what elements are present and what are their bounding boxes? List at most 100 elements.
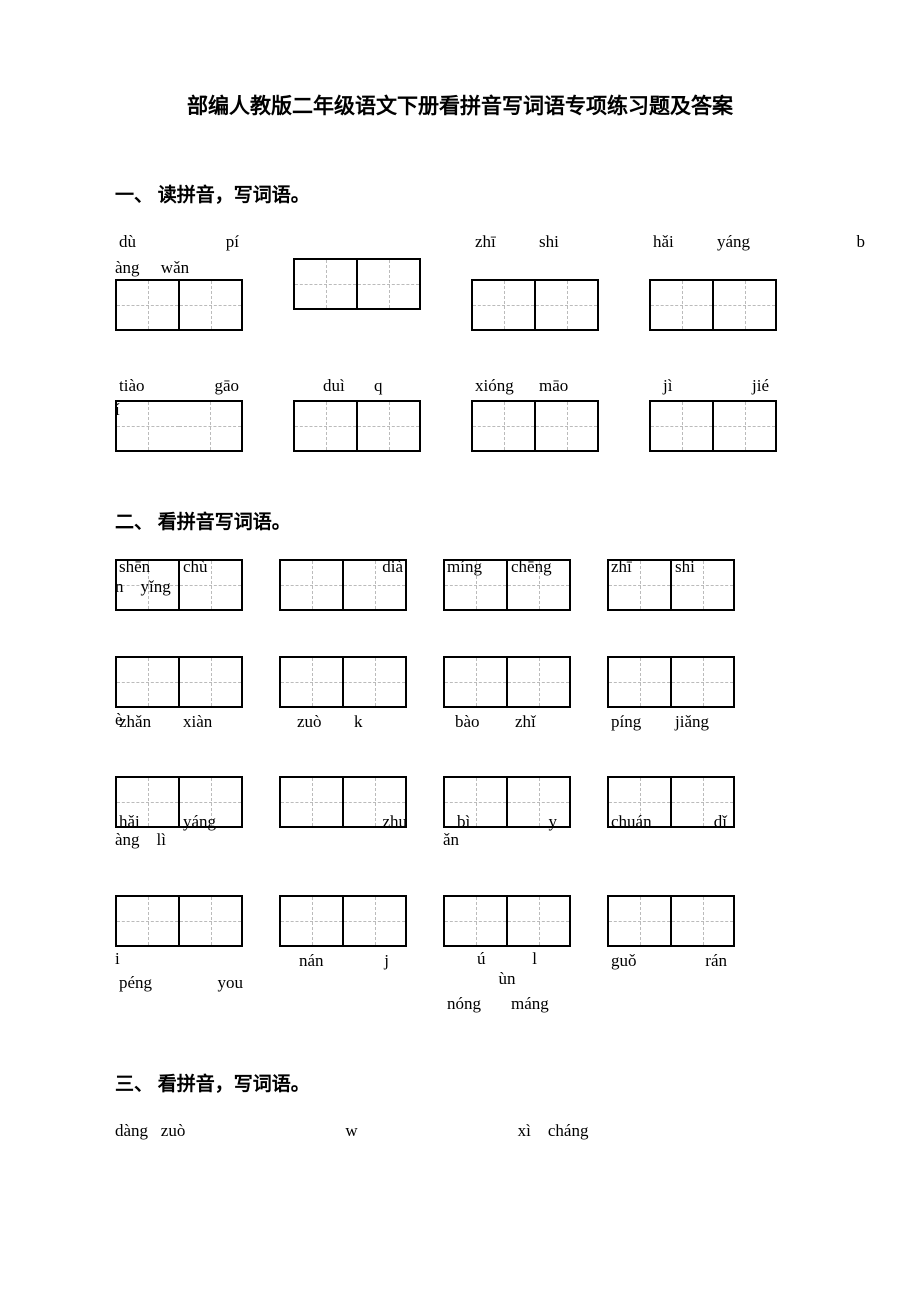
writing-grid bbox=[115, 895, 243, 947]
pinyin-item: zhǎn xiàn è bbox=[115, 656, 243, 730]
pinyin-item: shēn chù n yǐng bbox=[115, 559, 243, 611]
section-2-header: 二、 看拼音写词语。 bbox=[115, 507, 805, 534]
pinyin-item: guǒ rán bbox=[607, 895, 735, 1014]
pinyin-syllable: jié bbox=[714, 376, 777, 396]
pinyin-item: dù pí àng wǎn bbox=[115, 232, 243, 331]
pinyin-syllable: k bbox=[350, 712, 407, 732]
pinyin-syllable: hǎi bbox=[115, 812, 179, 832]
section2-row4: péng you i nán j nóng máng ú bbox=[115, 895, 805, 1014]
grid-cell bbox=[714, 402, 775, 450]
writing-grid bbox=[279, 895, 407, 947]
pinyin-item: zhī shi bbox=[607, 559, 735, 611]
pinyin-item: chuán dǐ bbox=[607, 776, 735, 850]
pinyin-item bbox=[293, 232, 421, 331]
writing-grid bbox=[471, 279, 599, 331]
grid-cell bbox=[672, 658, 733, 706]
pinyin-wrap: i bbox=[115, 949, 243, 969]
grid-cell bbox=[473, 281, 536, 329]
pinyin-item: hǎi yáng àng lì bbox=[115, 776, 243, 850]
pinyin-syllable: zhǎn bbox=[115, 712, 179, 732]
pinyin-wrap: n yǐng bbox=[115, 577, 171, 597]
pinyin-syllable: dià bbox=[341, 557, 407, 577]
pinyin-syllable: hǎi bbox=[649, 232, 713, 252]
grid-cell bbox=[508, 897, 569, 945]
grid-cell bbox=[344, 658, 405, 706]
section-2: 二、 看拼音写词语。 shēn chù n yǐng dià bbox=[115, 507, 805, 1014]
pinyin-item: tiào gāo í bbox=[115, 376, 243, 452]
pinyin-item: hǎi yáng bbox=[649, 232, 777, 331]
pinyin-syllable: duì bbox=[293, 376, 370, 396]
grid-cell bbox=[117, 402, 179, 450]
grid-cell bbox=[180, 658, 241, 706]
pinyin-syllable: nóng bbox=[443, 994, 507, 1014]
pinyin-syllable: dǐ bbox=[667, 812, 735, 832]
grid-cell bbox=[179, 402, 241, 450]
pinyin-text: dàng zuò bbox=[115, 1121, 185, 1141]
pinyin-syllable: xiàn bbox=[179, 712, 243, 732]
pinyin-syllable: zhī bbox=[607, 557, 671, 577]
pinyin-syllable: xióng bbox=[471, 376, 535, 396]
pinyin-item: zuò k bbox=[279, 656, 407, 730]
writing-grid bbox=[471, 400, 599, 452]
section3-row: dàng zuò w xì cháng bbox=[115, 1121, 805, 1141]
writing-grid bbox=[115, 656, 243, 708]
grid-cell bbox=[117, 897, 180, 945]
pinyin-item: míng chēng bbox=[443, 559, 571, 611]
pinyin-item: bào zhǐ bbox=[443, 656, 571, 730]
pinyin-syllable: tiào bbox=[115, 376, 177, 396]
grid-cell bbox=[358, 402, 419, 450]
pinyin-item: zhī shi bbox=[471, 232, 599, 331]
grid-cell bbox=[609, 658, 672, 706]
grid-cell bbox=[358, 260, 419, 308]
writing-grid bbox=[649, 279, 777, 331]
grid-cell bbox=[295, 402, 358, 450]
pinyin-syllable: shi bbox=[671, 557, 735, 577]
section1-row2: tiào gāo í duì q xióng māo bbox=[115, 376, 805, 452]
pinyin-syllable: gāo bbox=[177, 376, 243, 396]
section-3-header: 三、 看拼音，写词语。 bbox=[115, 1069, 805, 1096]
pinyin-syllable: nán bbox=[279, 951, 342, 971]
grid-cell bbox=[281, 897, 344, 945]
pinyin-wrap: àng wǎn bbox=[115, 258, 243, 278]
pinyin-syllable: bào bbox=[443, 712, 511, 732]
grid-cell bbox=[651, 281, 714, 329]
grid-cell bbox=[672, 897, 733, 945]
writing-grid bbox=[279, 656, 407, 708]
grid-cell bbox=[473, 402, 536, 450]
pinyin-syllable: zhǐ bbox=[511, 712, 571, 732]
pinyin-syllable: you bbox=[179, 973, 243, 993]
section2-row2: zhǎn xiàn è zuò k bào zhǐ bbox=[115, 656, 805, 730]
pinyin-syllable: yáng bbox=[713, 232, 777, 252]
pinyin-item: bì y ǎn bbox=[443, 776, 571, 850]
pinyin-syllable: rán bbox=[667, 951, 735, 971]
pinyin-syllable: chuán bbox=[607, 812, 667, 832]
pinyin-syllable: jiǎng bbox=[671, 712, 735, 732]
pinyin-syllable: píng bbox=[607, 712, 671, 732]
section-1-header: 一、 读拼音，写词语。 bbox=[115, 180, 805, 207]
writing-grid bbox=[293, 258, 421, 310]
grid-cell bbox=[536, 281, 597, 329]
writing-grid bbox=[607, 895, 735, 947]
writing-grid bbox=[607, 656, 735, 708]
pinyin-item: zhu bbox=[279, 776, 407, 850]
grid-cell bbox=[295, 260, 358, 308]
pinyin-wrap: ǎn bbox=[443, 830, 571, 850]
pinyin-text: xì cháng bbox=[518, 1121, 589, 1141]
pinyin-syllable: chù bbox=[179, 557, 243, 577]
pinyin-syllable: jì bbox=[649, 376, 714, 396]
section2-row1: shēn chù n yǐng dià míng chēng bbox=[115, 559, 805, 611]
pinyin-syllable: bì bbox=[443, 812, 505, 832]
grid-cell bbox=[117, 281, 180, 329]
writing-grid bbox=[649, 400, 777, 452]
pinyin-syllable: pí bbox=[177, 232, 243, 252]
grid-cell bbox=[117, 658, 180, 706]
grid-cell bbox=[651, 402, 714, 450]
grid-cell bbox=[180, 281, 241, 329]
pinyin-syllable bbox=[279, 812, 343, 832]
writing-grid bbox=[443, 656, 571, 708]
pinyin-syllable: q bbox=[370, 376, 421, 396]
grid-cell bbox=[445, 658, 508, 706]
pinyin-item: nán j bbox=[279, 895, 407, 1014]
writing-grid: í bbox=[115, 400, 243, 452]
writing-grid bbox=[443, 895, 571, 947]
